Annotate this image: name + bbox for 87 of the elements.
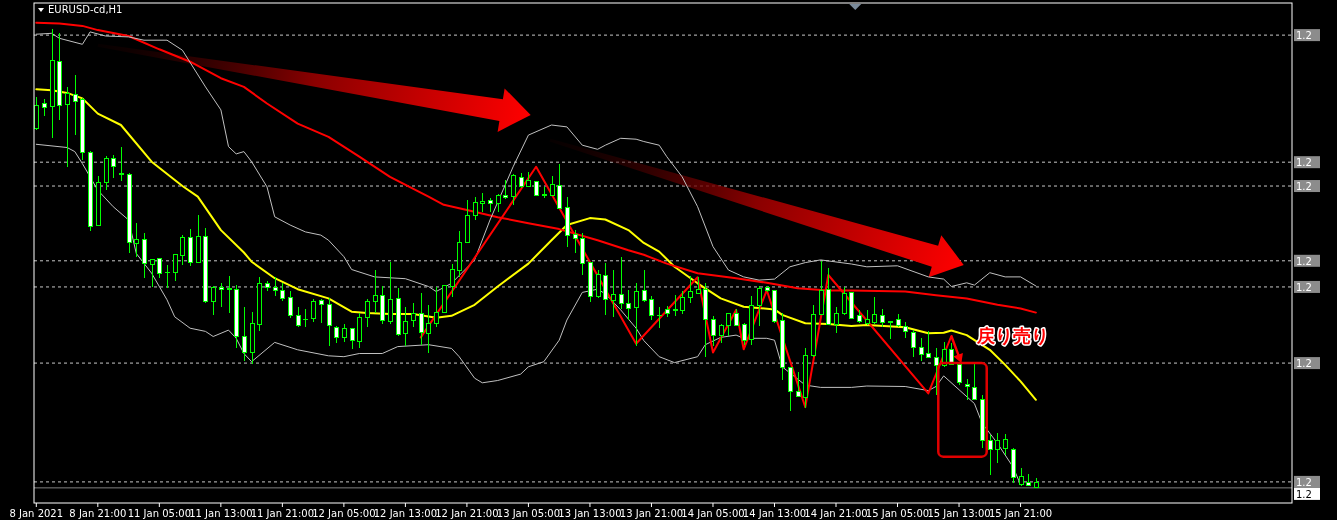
text: 1.2 [1296, 476, 1312, 488]
candlestick [1018, 467, 1025, 487]
chart-title: EURUSD-cd,H1 [48, 4, 123, 15]
candlestick [472, 197, 479, 221]
candlestick [687, 275, 694, 304]
candlestick [971, 361, 978, 401]
candlestick [610, 269, 617, 318]
candlestick [241, 306, 248, 362]
candlestick [156, 258, 163, 279]
candlestick [210, 285, 217, 316]
x-tick-label: 12 Jan 21:00 [435, 508, 499, 519]
annotation: 戻り売り [975, 324, 1049, 346]
candlestick [272, 276, 279, 297]
x-tick-label: 11 Jan 13:00 [189, 508, 253, 519]
candlestick [879, 308, 886, 328]
candlestick [349, 328, 356, 350]
x-tick-label: 15 Jan 13:00 [927, 508, 991, 519]
candlestick [372, 269, 379, 314]
candlestick [918, 337, 925, 362]
text: 1.2 [1296, 281, 1312, 293]
candlestick [318, 298, 325, 324]
candlestick [556, 163, 563, 209]
candlestick [679, 290, 686, 315]
text: 1.2 [1296, 488, 1312, 500]
candlestick [295, 306, 302, 328]
candlestick [925, 330, 932, 359]
candlestick [118, 146, 125, 182]
candlestick [641, 269, 648, 303]
candlestick [310, 298, 317, 323]
candlestick [741, 322, 748, 346]
x-tick-label: 13 Jan 13:00 [558, 508, 622, 519]
candlestick [633, 282, 640, 347]
candlestick [133, 222, 140, 258]
candlestick [672, 294, 679, 317]
candlestick [449, 263, 456, 298]
candlestick [787, 366, 794, 412]
candlestick [572, 229, 579, 254]
candlestick [841, 286, 848, 316]
text: 1.2 [1296, 358, 1312, 370]
candlestick [287, 290, 294, 319]
candlestick [725, 312, 732, 337]
text: 1.2 [1296, 30, 1312, 42]
candlestick [871, 296, 878, 325]
candlestick [964, 378, 971, 401]
candlestick [987, 434, 994, 476]
candlestick [387, 261, 394, 325]
candlestick [887, 321, 894, 340]
candlestick [510, 173, 517, 206]
candlestick [110, 154, 117, 179]
x-tick-label: 11 Jan 05:00 [127, 508, 191, 519]
candlestick [756, 285, 763, 327]
candlestick [994, 432, 1001, 464]
candlestick [179, 234, 186, 266]
candlestick [479, 192, 486, 213]
candlestick [418, 292, 425, 346]
candlestick [425, 304, 432, 354]
text: 1.2 [1296, 181, 1312, 193]
candlestick [218, 282, 225, 308]
candlestick [718, 323, 725, 344]
x-tick-label: 14 Jan 05:00 [681, 508, 745, 519]
candlestick [502, 179, 509, 200]
candlestick [364, 298, 371, 328]
candlestick [172, 254, 179, 282]
candlestick [433, 286, 440, 328]
candlestick [795, 371, 802, 398]
candlestick [402, 306, 409, 347]
x-tick-label: 8 Jan 2021 [9, 508, 64, 519]
candlestick [910, 329, 917, 358]
text: 1.2 [1296, 157, 1312, 169]
candlestick [72, 74, 79, 136]
candlestick [833, 306, 840, 334]
text: 1.2 [1296, 255, 1312, 267]
x-tick-label: 14 Jan 21:00 [804, 508, 868, 519]
candlestick [595, 269, 602, 299]
x-tick-label: 8 Jan 21:00 [69, 508, 127, 519]
candlestick [618, 256, 625, 309]
candlestick [1002, 433, 1009, 456]
candlestick [648, 295, 655, 321]
candlestick [710, 315, 717, 347]
candlestick [625, 289, 632, 321]
candlestick [149, 258, 156, 288]
candlestick [226, 275, 233, 314]
candlestick [933, 347, 940, 396]
candlestick [410, 302, 417, 328]
candlestick [326, 297, 333, 347]
candlestick [64, 86, 71, 168]
x-tick-label: 12 Jan 05:00 [312, 508, 376, 519]
